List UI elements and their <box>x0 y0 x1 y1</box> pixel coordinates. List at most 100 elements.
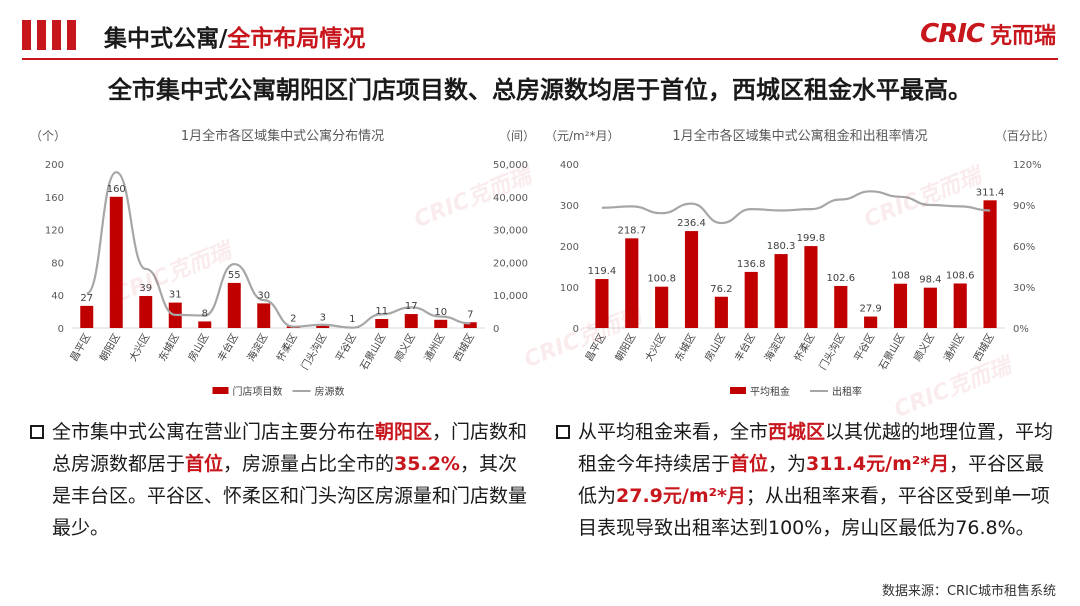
legend-label: 平均租金 <box>750 385 790 398</box>
x-tick: 昌平区 <box>68 332 93 364</box>
data-label: 31 <box>169 290 182 301</box>
checkbox-bullet-icon <box>556 425 570 439</box>
section-title: 集中式公寓/全市布局情况 <box>104 19 365 53</box>
data-label: 55 <box>228 270 241 281</box>
data-source: 数据来源：CRIC城市租售系统 <box>881 584 1056 599</box>
bar-怀柔区 <box>804 246 818 328</box>
data-label: 236.4 <box>677 218 706 229</box>
y-tick-left: 40 <box>51 291 64 302</box>
data-label: 27 <box>80 293 93 304</box>
brand-logo: CRIC 克而瑞 <box>920 18 1056 50</box>
y-tick-left: 80 <box>51 258 64 269</box>
legend-label: 门店项目数 <box>233 385 283 398</box>
x-tick: 房山区 <box>185 331 211 363</box>
body-text: ，平谷区最低为 <box>578 453 1045 507</box>
body-text: 全市集中式公寓在营业门店主要分布在 <box>52 421 376 443</box>
bar-石景山区 <box>375 318 389 328</box>
y-tick-left: 200 <box>45 160 64 171</box>
legend-swatch-bar <box>730 387 746 394</box>
series-line-出租率 <box>601 190 991 225</box>
data-label: 3 <box>320 313 326 324</box>
x-tick: 东城区 <box>672 331 698 363</box>
x-tick: 朝阳区 <box>613 332 638 364</box>
x-tick: 朝阳区 <box>97 332 122 364</box>
data-label: 1 <box>349 314 355 325</box>
bar-石景山区 <box>893 283 908 328</box>
bar-大兴区 <box>139 296 153 328</box>
chart-title: 1月全市各区域集中式公寓租金和出租率情况 <box>672 128 927 144</box>
legend-swatch-bar <box>212 387 229 394</box>
y-tick-left: 0 <box>573 324 579 335</box>
legend-label: 出租率 <box>832 385 862 398</box>
bar-通州区 <box>953 283 967 328</box>
y-tick-right: 60% <box>1013 242 1035 253</box>
x-tick: 丰台区 <box>215 331 241 363</box>
data-label: 7 <box>467 309 473 320</box>
y-tick-right: 0 <box>493 324 499 335</box>
bullet-text: 全市集中式公寓在营业门店主要分布在朝阳区，门店数和总房源数都居于首位，房源量占比… <box>52 416 530 544</box>
y-tick-right: 40,000 <box>493 193 528 204</box>
data-label: 76.2 <box>710 284 732 295</box>
bullet-rent: 从平均租金来看，全市西城区以其优越的地理位置，平均租金今年持续居于首位，为311… <box>556 416 1056 544</box>
data-label: 100.8 <box>647 274 676 285</box>
body-text: 以其优越的地理位置，平均租金今年持续居于 <box>578 421 1054 475</box>
y-tick-left: 0 <box>58 324 64 335</box>
x-tick: 东城区 <box>156 331 182 363</box>
bar-通州区 <box>434 319 448 328</box>
header-bar: 集中式公寓/全市布局情况 CRIC 克而瑞 <box>0 0 1080 64</box>
section-title-part2: 全市布局情况 <box>227 26 366 52</box>
x-tick: 海淀区 <box>761 331 787 363</box>
y-axis-right-unit: （百分比） <box>995 129 1055 143</box>
y-tick-left: 100 <box>560 283 579 294</box>
x-tick: 丰台区 <box>732 331 758 363</box>
data-label: 119.4 <box>588 266 617 277</box>
bar-朝阳区 <box>109 196 123 328</box>
rent-occupancy-chart: 1月全市各区域集中式公寓租金和出租率情况 （元/m²*月） （百分比） 0 100 200… <box>545 118 1055 402</box>
x-tick: 平谷区 <box>333 332 358 364</box>
y-tick-right: 0% <box>1013 324 1029 335</box>
bar-顺义区 <box>404 314 418 328</box>
data-label: 2 <box>290 313 296 324</box>
logo-mark: CRIC <box>920 19 985 49</box>
bar-朝阳区 <box>625 238 639 328</box>
bar-海淀区 <box>774 254 788 328</box>
data-label: 160 <box>107 184 126 195</box>
bar-昌平区 <box>80 305 94 328</box>
x-tick: 怀柔区 <box>274 332 299 364</box>
body-text: ；从出租率来看，平谷区受到单一项目表现导致出租率达到100%，房山区最低为76.… <box>578 485 1050 539</box>
y-tick-left: 400 <box>560 160 579 171</box>
headline: 全市集中式公寓朝阳区门店项目数、总房源数均居于首位，西城区租金水平最高。 <box>108 76 972 104</box>
body-text: ，房源量占比全市的 <box>223 453 395 475</box>
x-tick: 西城区 <box>451 332 476 364</box>
data-label: 102.6 <box>826 273 855 284</box>
data-label: 108 <box>891 271 910 282</box>
data-label: 199.8 <box>797 233 826 244</box>
series-line-房源数 <box>86 171 471 329</box>
data-label: 8 <box>202 308 208 319</box>
x-tick: 怀柔区 <box>792 332 817 364</box>
highlight-text: 首位 <box>730 453 769 475</box>
body-text: ，其次是丰台区。平谷区、怀柔区和门头沟区房源量和门店数量最少。 <box>52 453 528 539</box>
highlight-text: 311.4元/m²*月 <box>806 453 950 475</box>
y-tick-left: 120 <box>45 226 64 237</box>
body-text: ，门店数和总房源数都居于 <box>52 421 528 475</box>
header-divider <box>22 58 1058 60</box>
bullet-distribution: 全市集中式公寓在营业门店主要分布在朝阳区，门店数和总房源数都居于首位，房源量占比… <box>30 416 530 544</box>
data-label: 108.6 <box>946 270 975 281</box>
data-label: 39 <box>139 283 152 294</box>
bar-东城区 <box>684 231 699 328</box>
y-tick-left: 300 <box>560 201 579 212</box>
bar-房山区 <box>714 296 728 328</box>
y-tick-left: 160 <box>45 193 64 204</box>
x-tick: 顺义区 <box>912 332 937 364</box>
data-label: 180.3 <box>767 241 796 252</box>
x-tick: 顺义区 <box>392 332 417 364</box>
y-tick-right: 30% <box>1013 283 1035 294</box>
x-tick: 平谷区 <box>852 332 877 364</box>
chart-svg: 1月全市各区域集中式公寓分布情况 （个） （间） 0 40 80 120 160 200 0 10,… <box>30 128 535 398</box>
data-label: 27.9 <box>860 304 882 315</box>
bar-平谷区 <box>864 316 878 328</box>
bar-丰台区 <box>227 282 241 328</box>
x-tick: 门头沟区 <box>816 331 847 372</box>
x-tick: 昌平区 <box>583 332 608 364</box>
